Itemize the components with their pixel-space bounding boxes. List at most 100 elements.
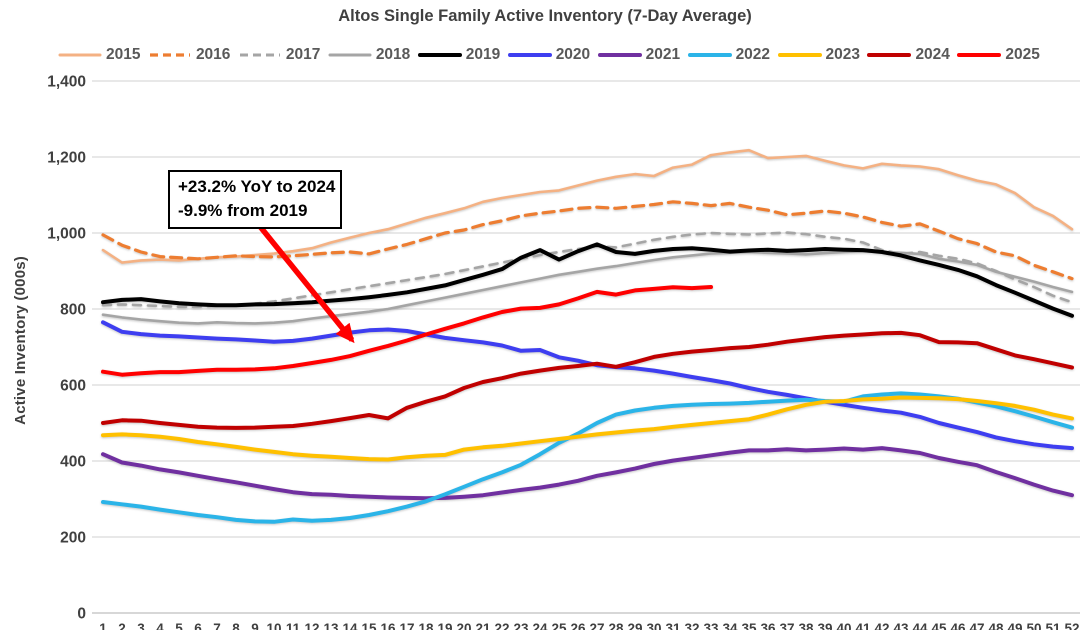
x-tick-label: 17 <box>399 621 414 630</box>
x-tick-label: 18 <box>418 621 434 630</box>
x-tick-label: 25 <box>551 621 567 630</box>
legend-label-2025: 2025 <box>1005 46 1040 63</box>
legend-item-2019: 2019 <box>417 46 501 64</box>
annotation-line-2: -9.9% from 2019 <box>178 201 308 220</box>
x-tick-label: 15 <box>361 621 377 630</box>
x-tick-label: 16 <box>380 621 396 630</box>
x-tick-label: 9 <box>251 621 259 630</box>
series-line-2019 <box>101 242 1074 318</box>
x-tick-label: 49 <box>1007 621 1022 630</box>
x-tick-label: 41 <box>855 621 871 630</box>
legend-swatch-2025 <box>957 53 1002 57</box>
x-tick-label: 46 <box>950 621 966 630</box>
x-tick-label: 37 <box>779 621 794 630</box>
legend-swatch-2017 <box>239 53 280 57</box>
legend-label-2019: 2019 <box>465 46 501 63</box>
x-tick-label: 34 <box>722 621 738 630</box>
series-line-2015 <box>101 148 1074 264</box>
x-tick-label: 30 <box>646 621 661 630</box>
legend-item-2020: 2020 <box>507 46 591 64</box>
x-tick-label: 38 <box>798 621 814 630</box>
series-lines <box>101 148 1074 524</box>
x-tick-label: 28 <box>608 621 624 630</box>
x-tick-label: 50 <box>1026 621 1041 630</box>
y-tick-label: 600 <box>60 378 86 395</box>
series-line-2023 <box>101 395 1074 462</box>
x-tick-label: 31 <box>665 621 681 630</box>
x-tick-label: 23 <box>513 621 529 630</box>
legend-swatch-2018 <box>328 53 372 57</box>
legend-swatch-2022 <box>687 53 732 57</box>
legend-swatch-2016 <box>149 53 190 57</box>
x-tick-label: 19 <box>437 621 452 630</box>
legend-label-2020: 2020 <box>555 46 591 63</box>
x-tick-label: 24 <box>532 621 548 630</box>
x-tick-label: 21 <box>475 621 491 630</box>
x-tick-label: 11 <box>286 621 301 630</box>
x-tick-label: 6 <box>194 621 202 630</box>
x-tick-label: 7 <box>213 621 221 630</box>
x-tick-label: 4 <box>156 621 164 630</box>
x-tick-label: 29 <box>627 621 642 630</box>
x-tick-label: 2 <box>118 621 126 630</box>
x-tick-label: 36 <box>760 621 776 630</box>
x-tick-label: 48 <box>988 621 1004 630</box>
series-line-2022 <box>101 391 1074 524</box>
y-tick-label: 1,000 <box>47 226 86 243</box>
annotation-line-1: +23.2% YoY to 2024 <box>178 177 336 196</box>
x-tick-label: 39 <box>817 621 832 630</box>
legend-swatch-2024 <box>867 53 912 57</box>
x-tick-label: 8 <box>232 621 240 630</box>
legend-swatch-2021 <box>597 53 642 57</box>
x-tick-label: 1 <box>99 621 107 630</box>
annotation-arrow <box>255 222 355 344</box>
legend-item-2015: 2015 <box>58 46 140 64</box>
x-tick-label: 40 <box>836 621 851 630</box>
series-line-2021 <box>101 446 1074 501</box>
x-tick-label: 26 <box>570 621 586 630</box>
y-tick-label: 1,200 <box>47 150 86 167</box>
x-axis-tick-labels: 1 2 3 4 5 6 7 8 9 10 11 12 13 14 15 16 17 18 19 20 21 22 23 24 2… <box>99 621 1079 630</box>
legend-label-2017: 2017 <box>285 46 321 63</box>
x-tick-label: 47 <box>969 621 984 630</box>
annotation-callout: +23.2% YoY to 2024 -9.9% from 2019 <box>168 170 342 229</box>
x-tick-label: 12 <box>304 621 319 630</box>
legend-label-2023: 2023 <box>825 46 860 63</box>
x-tick-label: 35 <box>741 621 757 630</box>
legend-item-2024: 2024 <box>867 46 950 64</box>
y-axis-tick-labels: 0 200 400 600 800 1,000 1,200 1,400 <box>47 74 86 623</box>
x-tick-label: 27 <box>589 621 604 630</box>
y-tick-label: 400 <box>60 454 86 471</box>
legend-label-2021: 2021 <box>645 46 681 63</box>
x-tick-label: 10 <box>266 621 281 630</box>
y-tick-label: 200 <box>60 530 86 547</box>
legend-item-2021: 2021 <box>597 46 681 64</box>
x-tick-label: 52 <box>1064 621 1079 630</box>
legend-item-2023: 2023 <box>777 46 860 64</box>
legend-item-2025: 2025 <box>957 46 1040 64</box>
x-tick-label: 42 <box>874 621 889 630</box>
legend-swatch-2015 <box>58 53 102 57</box>
legend-item-2017: 2017 <box>238 46 320 64</box>
series-line-2016 <box>101 200 1074 281</box>
legend-label-2015: 2015 <box>106 46 141 63</box>
series-line-2024 <box>101 330 1074 430</box>
legend-item-2022: 2022 <box>687 46 771 64</box>
x-tick-label: 22 <box>494 621 509 630</box>
legend-item-2016: 2016 <box>148 46 230 64</box>
x-tick-label: 51 <box>1045 621 1061 630</box>
x-tick-label: 44 <box>912 621 928 630</box>
x-tick-label: 20 <box>456 621 471 630</box>
legend-swatch-2023 <box>777 53 822 57</box>
x-tick-label: 43 <box>893 621 909 630</box>
y-tick-label: 1,400 <box>47 74 86 91</box>
x-tick-label: 45 <box>931 621 947 630</box>
annotation-arrow-line <box>255 222 355 344</box>
x-tick-label: 33 <box>703 621 719 630</box>
legend-label-2022: 2022 <box>735 46 771 63</box>
gridlines <box>92 80 1080 614</box>
series-line-2025 <box>101 285 713 377</box>
x-tick-label: 5 <box>175 621 183 630</box>
